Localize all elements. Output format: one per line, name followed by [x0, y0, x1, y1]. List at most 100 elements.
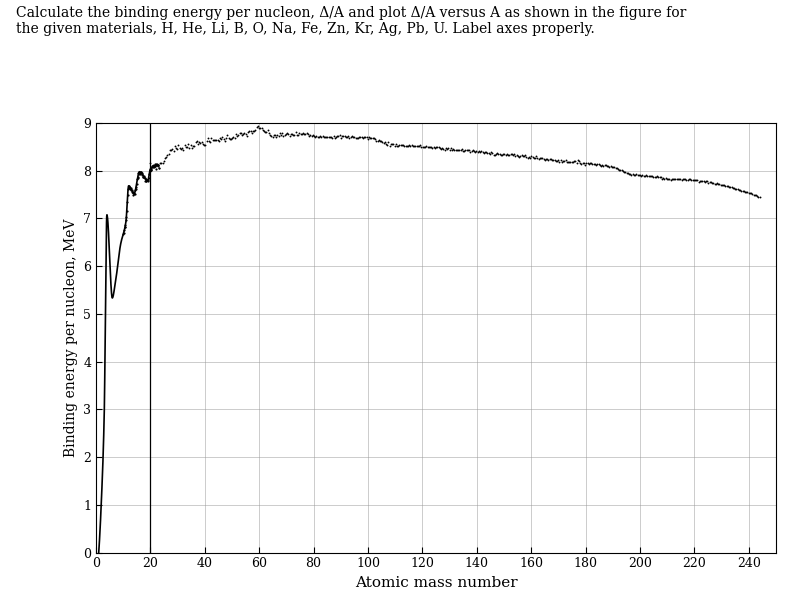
Point	[478, 148, 490, 158]
Point	[680, 175, 693, 185]
Point	[205, 133, 218, 143]
Point	[146, 161, 158, 171]
Point	[142, 173, 155, 183]
Point	[297, 128, 310, 138]
Point	[663, 174, 676, 184]
Point	[144, 165, 157, 175]
Point	[179, 142, 192, 152]
Point	[160, 152, 173, 161]
Point	[465, 146, 478, 155]
Point	[226, 133, 238, 143]
Point	[262, 125, 274, 135]
Point	[372, 135, 385, 145]
Point	[337, 131, 350, 141]
Point	[277, 131, 290, 141]
Point	[529, 153, 542, 163]
Point	[202, 136, 215, 146]
Point	[118, 223, 131, 233]
Point	[218, 136, 231, 146]
Point	[158, 153, 171, 163]
Point	[122, 184, 134, 194]
Point	[321, 132, 334, 142]
Point	[534, 153, 546, 163]
Point	[255, 123, 268, 133]
Point	[148, 162, 161, 172]
Point	[265, 131, 278, 141]
Point	[351, 133, 364, 142]
Point	[522, 152, 535, 162]
Point	[601, 161, 614, 171]
Point	[189, 137, 202, 147]
Point	[129, 188, 142, 198]
Point	[444, 143, 457, 153]
Point	[676, 174, 689, 184]
Point	[349, 133, 362, 142]
Point	[541, 154, 554, 164]
Point	[707, 178, 720, 188]
Point	[385, 139, 398, 149]
Point	[144, 158, 157, 168]
Point	[441, 144, 454, 154]
Point	[399, 141, 412, 150]
Point	[383, 141, 396, 150]
Point	[462, 145, 475, 155]
Point	[392, 141, 405, 151]
Point	[279, 130, 292, 139]
Point	[394, 139, 407, 149]
Point	[587, 159, 600, 169]
Point	[713, 179, 726, 189]
Point	[371, 136, 384, 146]
Point	[682, 174, 695, 184]
Point	[452, 145, 465, 155]
Point	[669, 174, 682, 184]
Point	[134, 167, 147, 177]
Point	[486, 149, 498, 158]
Point	[569, 156, 582, 166]
Point	[197, 139, 210, 149]
Point	[286, 130, 298, 139]
Point	[403, 141, 416, 150]
Point	[346, 131, 358, 141]
Point	[630, 169, 642, 179]
Point	[150, 159, 162, 169]
Point	[710, 179, 723, 188]
Point	[501, 149, 514, 158]
Point	[498, 149, 511, 159]
Point	[622, 168, 634, 178]
Point	[126, 187, 139, 197]
Point	[728, 183, 741, 193]
Point	[171, 144, 184, 154]
Point	[138, 171, 150, 181]
Point	[218, 134, 230, 144]
Point	[699, 176, 712, 186]
Point	[237, 129, 250, 139]
Point	[513, 152, 526, 162]
Point	[278, 130, 291, 140]
Point	[132, 168, 145, 178]
Point	[626, 169, 639, 179]
Point	[437, 144, 450, 154]
Point	[698, 177, 711, 187]
Point	[494, 149, 506, 158]
Point	[490, 148, 503, 158]
Point	[125, 183, 138, 193]
Point	[204, 137, 217, 147]
Point	[207, 135, 220, 145]
Point	[575, 160, 588, 169]
Point	[506, 150, 519, 160]
Point	[145, 165, 158, 175]
Point	[467, 146, 480, 156]
Point	[161, 150, 174, 160]
Point	[172, 140, 185, 150]
Point	[194, 138, 207, 148]
Point	[143, 166, 156, 176]
Point	[474, 147, 486, 157]
Point	[559, 155, 572, 165]
Point	[169, 141, 182, 151]
Point	[322, 131, 335, 141]
Point	[238, 128, 251, 138]
Point	[743, 188, 756, 198]
Point	[454, 145, 467, 155]
Point	[537, 154, 550, 164]
Point	[353, 132, 366, 142]
